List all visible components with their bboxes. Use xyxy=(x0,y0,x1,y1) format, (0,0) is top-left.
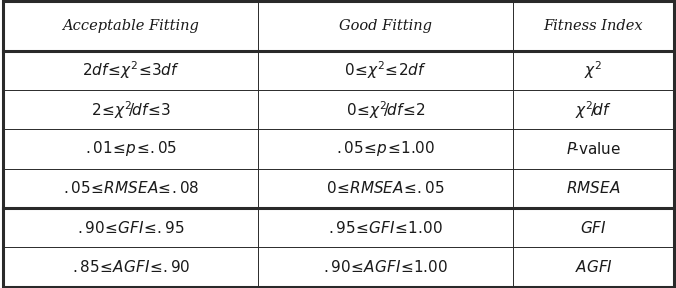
Text: $0\!\leq\!RMSEA\!\leq\!.05$: $0\!\leq\!RMSEA\!\leq\!.05$ xyxy=(327,180,445,196)
Text: $\chi^2\!/\!df$: $\chi^2\!/\!df$ xyxy=(575,99,612,121)
Text: $.85\!\leq\!AGFI\!\leq\!.90$: $.85\!\leq\!AGFI\!\leq\!.90$ xyxy=(72,259,190,275)
Text: $.90\!\leq\!AGFI\!\leq\!1.00$: $.90\!\leq\!AGFI\!\leq\!1.00$ xyxy=(323,259,448,275)
Text: $.90\!\leq\!GFI\!\leq\!.95$: $.90\!\leq\!GFI\!\leq\!.95$ xyxy=(77,220,185,236)
Text: $.01\!\leq\!p\!\leq\!.05$: $.01\!\leq\!p\!\leq\!.05$ xyxy=(84,139,177,158)
Text: Good Fitting: Good Fitting xyxy=(339,19,432,33)
Text: $0\!\leq\!\chi^2\!/\!df\!\leq\!2$: $0\!\leq\!\chi^2\!/\!df\!\leq\!2$ xyxy=(346,99,425,121)
Text: $.95\!\leq\!GFI\!\leq\!1.00$: $.95\!\leq\!GFI\!\leq\!1.00$ xyxy=(329,220,443,236)
Text: $P\!\text{-value}$: $P\!\text{-value}$ xyxy=(566,141,621,157)
Text: $.05\!\leq\!RMSEA\!\leq\!.08$: $.05\!\leq\!RMSEA\!\leq\!.08$ xyxy=(63,180,199,196)
Text: $GFI$: $GFI$ xyxy=(580,220,607,236)
Text: $0\!\leq\!\chi^2\!\leq\!2df$: $0\!\leq\!\chi^2\!\leq\!2df$ xyxy=(344,60,427,81)
Text: Acceptable Fitting: Acceptable Fitting xyxy=(62,19,199,33)
Text: $RMSEA$: $RMSEA$ xyxy=(566,180,621,196)
Text: Fitness Index: Fitness Index xyxy=(544,19,644,33)
Text: $.05\!\leq\!p\!\leq\!1.00$: $.05\!\leq\!p\!\leq\!1.00$ xyxy=(336,139,435,158)
Text: $2\!\leq\!\chi^2\!/\!df\!\leq\!3$: $2\!\leq\!\chi^2\!/\!df\!\leq\!3$ xyxy=(91,99,171,121)
Text: $2df\!\leq\!\chi^2\!\leq\!3df$: $2df\!\leq\!\chi^2\!\leq\!3df$ xyxy=(82,60,180,81)
Text: $\chi^2$: $\chi^2$ xyxy=(585,60,602,81)
Text: $AGFI$: $AGFI$ xyxy=(575,259,612,275)
